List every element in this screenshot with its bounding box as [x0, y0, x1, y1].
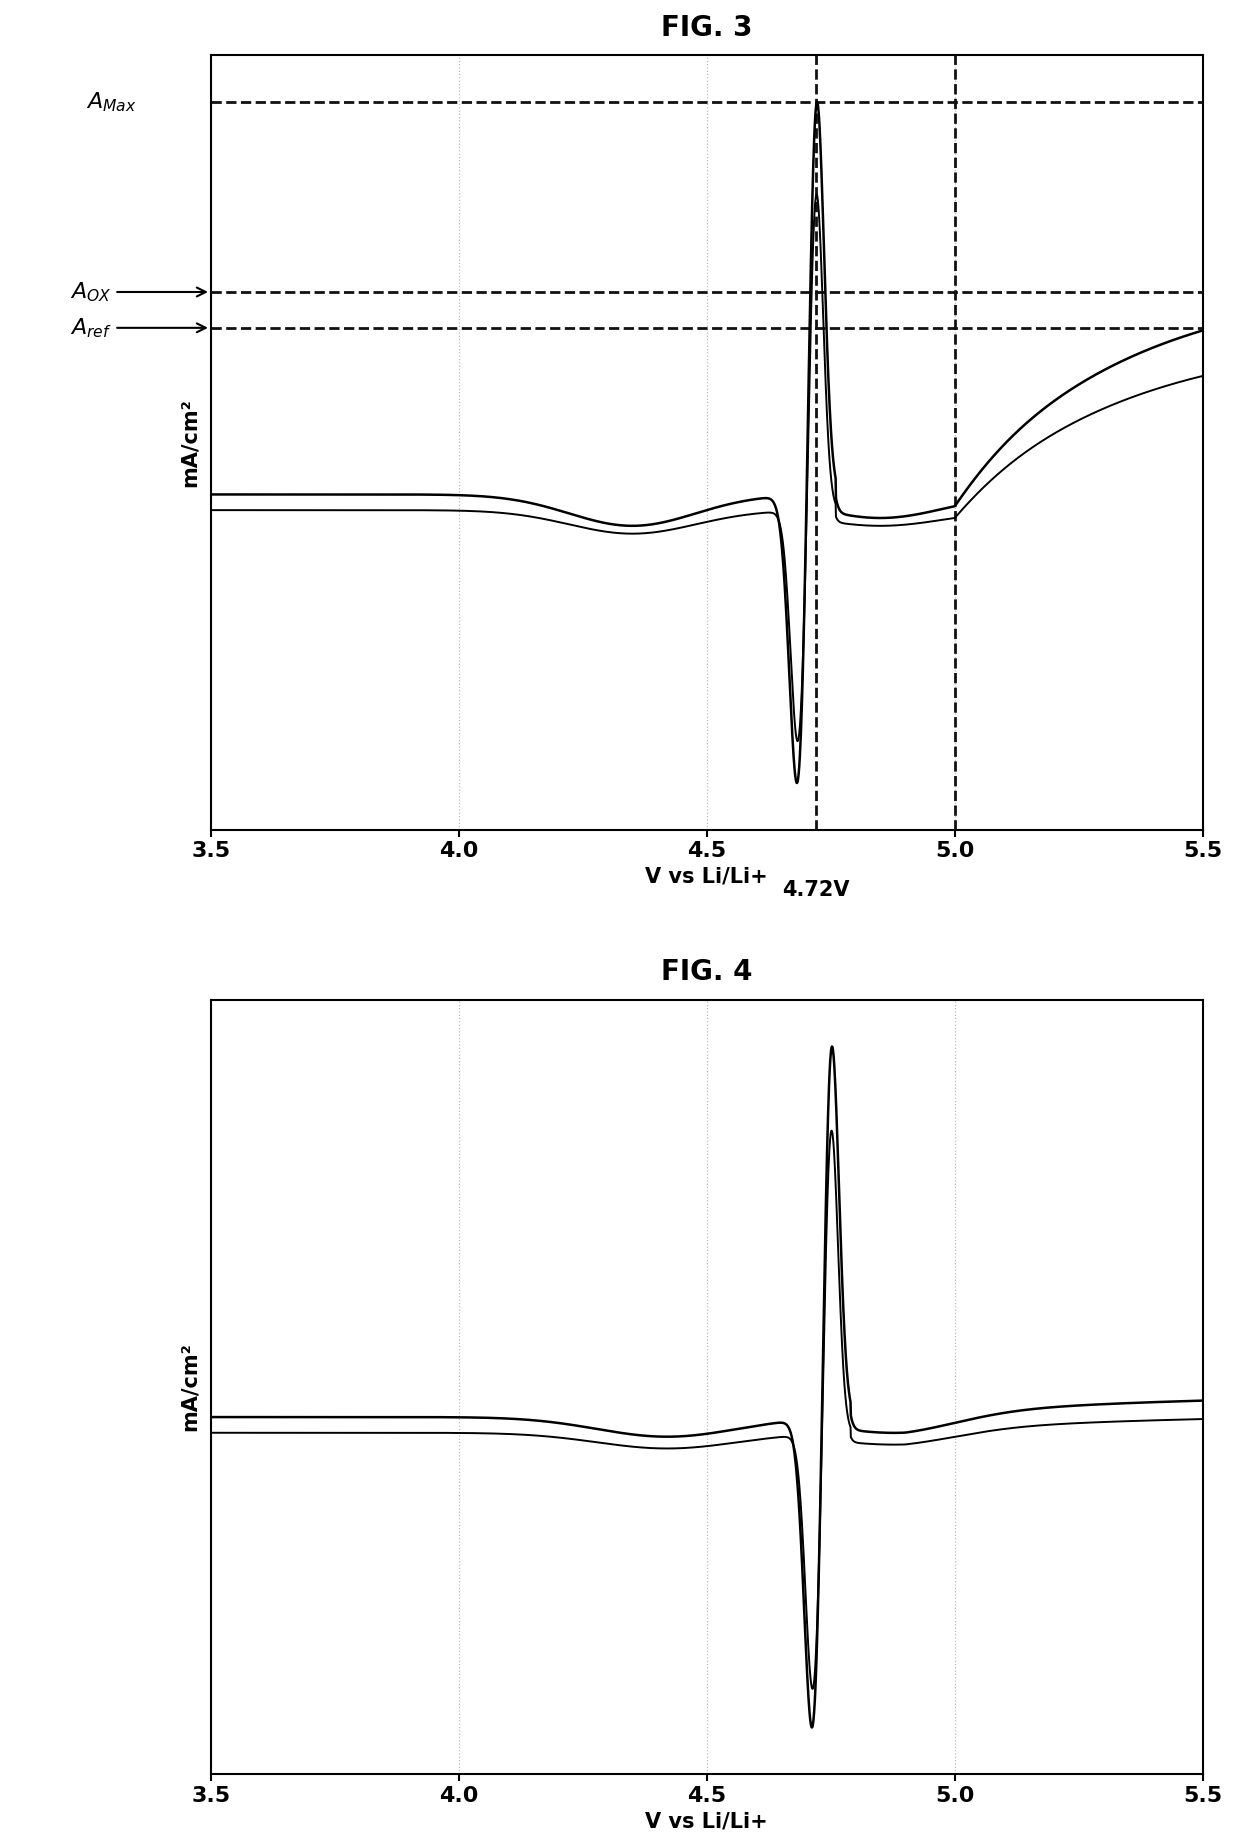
Text: $A_{Max}$: $A_{Max}$	[86, 91, 136, 115]
Title: FIG. 4: FIG. 4	[661, 959, 753, 987]
X-axis label: V vs Li/Li+: V vs Li/Li+	[646, 867, 768, 887]
Text: $A_{ref}$: $A_{ref}$	[69, 316, 206, 340]
Text: $A_{OX}$: $A_{OX}$	[69, 281, 206, 303]
Y-axis label: mA/cm²: mA/cm²	[180, 397, 200, 486]
X-axis label: V vs Li/Li+: V vs Li/Li+	[646, 1811, 768, 1831]
Text: 4.72V: 4.72V	[782, 880, 849, 900]
Y-axis label: mA/cm²: mA/cm²	[180, 1343, 200, 1432]
Title: FIG. 3: FIG. 3	[661, 15, 753, 43]
